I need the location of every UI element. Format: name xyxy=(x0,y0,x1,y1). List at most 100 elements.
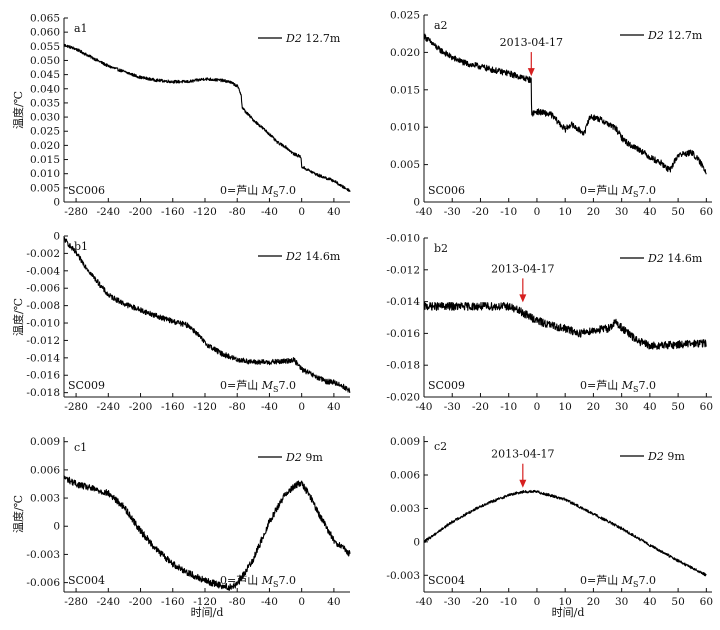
panel-label: c2 xyxy=(434,440,447,453)
x-tick-label: -10 xyxy=(500,206,517,218)
y-tick-label: 0.003 xyxy=(30,493,60,505)
event-label: 0=芦山 MS7.0 xyxy=(580,379,656,394)
y-tick-label: 0.065 xyxy=(30,13,60,25)
x-tick-label: 50 xyxy=(671,401,684,413)
x-tick-label: 0 xyxy=(298,596,305,608)
x-tick-label: -80 xyxy=(229,401,246,413)
x-tick-label: 0 xyxy=(534,206,541,218)
station-label: SC006 xyxy=(68,184,105,197)
event-label: 0=芦山 MS7.0 xyxy=(220,379,296,394)
legend-label: D2 14.6m xyxy=(285,250,341,263)
x-tick-label: -200 xyxy=(129,401,153,413)
y-tick-label: 0.020 xyxy=(390,47,420,59)
series-line xyxy=(63,236,351,393)
x-tick-label: -30 xyxy=(444,206,461,218)
x-tick-label: -30 xyxy=(444,401,461,413)
y-tick-label: 0 xyxy=(53,231,60,243)
x-tick-label: 50 xyxy=(671,206,684,218)
x-tick-label: 40 xyxy=(327,596,340,608)
x-tick-label: -200 xyxy=(129,596,153,608)
panel-label: a1 xyxy=(74,22,88,35)
x-tick-label: 60 xyxy=(700,206,713,218)
x-tick-label: 40 xyxy=(327,401,340,413)
x-tick-label: 40 xyxy=(643,401,656,413)
legend-label: D2 14.6m xyxy=(647,252,703,265)
legend-label: D2 9m xyxy=(285,451,323,464)
x-tick-label: -120 xyxy=(193,401,217,413)
station-label: SC006 xyxy=(428,184,465,197)
x-tick-label: -240 xyxy=(97,596,121,608)
station-label: SC009 xyxy=(68,379,105,392)
y-tick-label: -0.016 xyxy=(26,370,60,382)
x-tick-label: -40 xyxy=(416,596,433,608)
y-axis-label: 温度/℃ xyxy=(11,495,25,533)
y-tick-label: 0.006 xyxy=(30,464,60,476)
x-tick-label: 0 xyxy=(298,401,305,413)
x-tick-label: 10 xyxy=(558,206,571,218)
x-tick-label: -120 xyxy=(193,206,217,218)
y-tick-label: 0 xyxy=(413,197,420,209)
x-tick-label: -80 xyxy=(229,206,246,218)
chart-panel-b2: -0.020-0.018-0.016-0.014-0.012-0.010-40-… xyxy=(386,233,713,414)
x-tick-label: -40 xyxy=(261,206,278,218)
y-tick-label: -0.018 xyxy=(386,360,420,372)
y-tick-label: 0.025 xyxy=(30,126,60,138)
x-tick-label: -40 xyxy=(416,401,433,413)
chart-panel-a2: 0 0.005 0.010 0.015 0.020 0.025 -40 -30 -20 -10 0 1… xyxy=(390,10,713,219)
x-tick-label: 50 xyxy=(671,596,684,608)
x-tick-label: -120 xyxy=(193,596,217,608)
legend-label: D2 12.7m xyxy=(285,32,341,45)
y-tick-label: -0.014 xyxy=(386,296,420,308)
x-tick-label: -280 xyxy=(64,401,88,413)
y-tick-label: -0.020 xyxy=(386,392,420,404)
date-annotation: 2013-04-17 xyxy=(500,36,563,49)
panel-label: b2 xyxy=(434,242,448,255)
y-tick-label: -0.014 xyxy=(26,352,60,364)
y-tick-label: 0.005 xyxy=(30,182,60,194)
series-line xyxy=(63,43,351,193)
x-tick-label: -240 xyxy=(97,206,121,218)
y-tick-label: 0.010 xyxy=(390,122,420,134)
x-tick-label: 30 xyxy=(615,206,628,218)
x-tick-label: 0 xyxy=(534,596,541,608)
series-line xyxy=(423,33,707,175)
y-tick-label: 0.005 xyxy=(390,159,420,171)
x-tick-label: 20 xyxy=(587,401,600,413)
x-tick-label: 20 xyxy=(587,596,600,608)
y-tick-label: -0.018 xyxy=(26,387,60,399)
event-arrow-head xyxy=(519,294,527,303)
y-tick-label: -0.008 xyxy=(26,300,60,312)
legend-label: D2 9m xyxy=(647,450,685,463)
x-tick-label: -280 xyxy=(64,596,88,608)
y-tick-label: 0.045 xyxy=(30,69,60,81)
y-tick-label: 0.055 xyxy=(30,41,60,53)
x-tick-label: 40 xyxy=(643,206,656,218)
y-tick-label: -0.012 xyxy=(386,264,420,276)
date-annotation: 2013-04-17 xyxy=(491,448,554,461)
x-tick-label: -240 xyxy=(97,401,121,413)
x-tick-label: -40 xyxy=(261,596,278,608)
x-tick-label: 40 xyxy=(643,596,656,608)
x-tick-label: 60 xyxy=(700,596,713,608)
x-tick-label: -40 xyxy=(416,206,433,218)
series-line xyxy=(423,301,707,350)
x-tick-label: 10 xyxy=(558,401,571,413)
event-label: 0=芦山 MS7.0 xyxy=(220,184,296,199)
x-tick-label: -20 xyxy=(472,206,489,218)
y-tick-label: -0.004 xyxy=(26,265,60,277)
y-tick-label: 0 xyxy=(53,197,60,209)
event-label: 0=芦山 MS7.0 xyxy=(220,574,296,589)
chart-panel-b1: -0.018 -0.016 -0.014 -0.012 -0.010 -0.008 -0.0… xyxy=(26,231,351,413)
y-tick-label: 0.009 xyxy=(30,436,60,448)
x-tick-label: -20 xyxy=(472,401,489,413)
y-axis-label: 温度/℃ xyxy=(11,298,25,336)
y-tick-label: 0.050 xyxy=(30,55,60,67)
x-tick-label: 0 xyxy=(534,401,541,413)
x-tick-label: 20 xyxy=(587,206,600,218)
y-tick-label: -0.006 xyxy=(26,283,60,295)
x-tick-label: -160 xyxy=(161,596,185,608)
y-tick-label: -0.016 xyxy=(386,328,420,340)
x-tick-label: -160 xyxy=(161,206,185,218)
event-label: 0=芦山 MS7.0 xyxy=(580,184,656,199)
